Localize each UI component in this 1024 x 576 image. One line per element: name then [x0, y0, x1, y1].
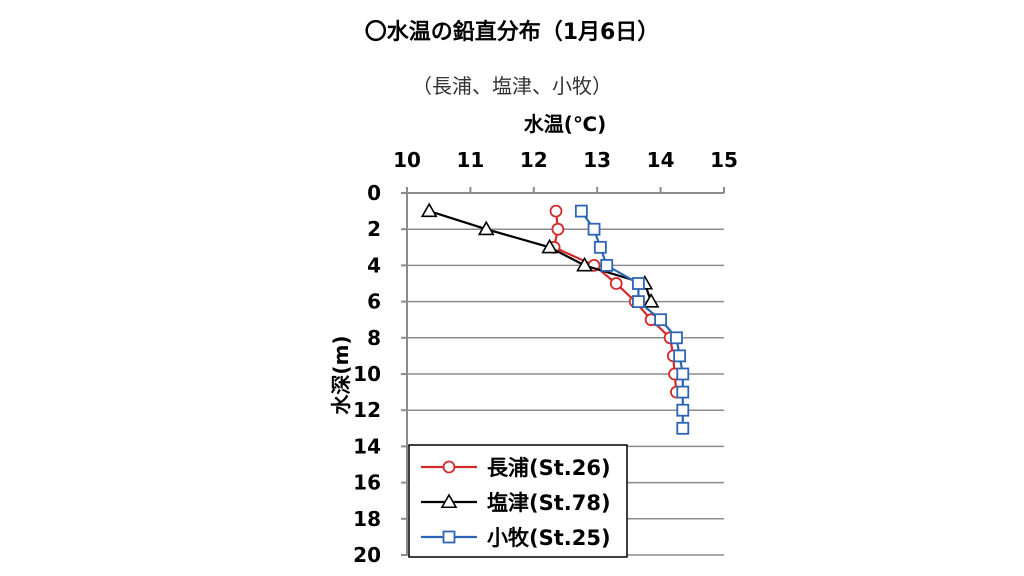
series-3-point-11 [676, 385, 690, 399]
y-tick-label-12: 12 [353, 398, 381, 422]
legend-label-1: 長浦(St.26) [487, 456, 611, 480]
y-axis-label: 水深(m) [329, 335, 353, 414]
series-layer [420, 202, 690, 435]
series-1-point-5 [609, 277, 623, 290]
series-3-point-12 [676, 403, 690, 417]
x-tick-label-15: 15 [710, 148, 738, 172]
series-2-point-2 [477, 220, 495, 236]
series-3-point-6 [632, 295, 645, 309]
legend-marker-3 [442, 530, 456, 544]
legend-label-3: 小牧(St.25) [487, 526, 611, 550]
x-tick-label-13: 13 [583, 148, 611, 172]
series-3 [574, 204, 690, 435]
series-2-point-4 [576, 256, 593, 272]
x-tick-label-12: 12 [520, 148, 548, 172]
x-tick-label-14: 14 [647, 148, 675, 172]
y-tick-label-14: 14 [353, 434, 381, 458]
y-tick-label-4: 4 [367, 253, 381, 277]
series-3-point-1 [574, 204, 588, 218]
series-2-point-6 [642, 292, 660, 308]
series-1-point-2 [551, 222, 565, 236]
chart-subtitle: （長浦、塩津、小牧） [412, 74, 612, 98]
x-tick-label-11: 11 [456, 148, 484, 172]
y-tick-labels: 0 2 4 6 8 10 12 14 16 18 20 [353, 181, 381, 567]
y-tick-label-2: 2 [367, 217, 381, 241]
series-3-point-7 [654, 313, 667, 327]
series-2-point-1 [420, 202, 438, 218]
series-3-point-2 [587, 222, 601, 236]
series-3-point-4 [600, 258, 614, 272]
series-1-point-1 [549, 204, 563, 218]
series-2 [420, 202, 660, 308]
x-tick-label-10: 10 [393, 148, 421, 172]
legend-marker-1 [442, 460, 456, 474]
series-2-point-3 [541, 238, 559, 254]
chart-title: 〇水温の鉛直分布（1月6日） [364, 20, 660, 45]
y-tick-label-10: 10 [353, 362, 381, 386]
series-3-point-9 [673, 349, 687, 363]
y-tick-label-8: 8 [367, 326, 381, 350]
series-3-point-5 [632, 277, 645, 290]
x-axis-label: 水温(℃) [524, 112, 607, 136]
y-tick-label-18: 18 [353, 507, 381, 531]
legend-label-2: 塩津(St.78) [487, 491, 611, 515]
legend-marker-2 [440, 493, 458, 509]
series-3-point-10 [676, 367, 690, 381]
y-tick-label-20: 20 [353, 543, 381, 567]
y-tick-label-0: 0 [367, 181, 381, 205]
series-3-point-8 [670, 331, 683, 345]
y-tick-label-16: 16 [353, 471, 381, 495]
axes [401, 187, 725, 556]
y-tick-label-6: 6 [367, 290, 381, 314]
x-tick-labels: 10 11 12 13 14 15 [393, 148, 738, 172]
series-3-point-13 [676, 421, 690, 435]
series-3-point-3 [593, 240, 607, 254]
legend: 長浦(St.26) 塩津(St.78) 小牧(St.25) [408, 444, 628, 558]
